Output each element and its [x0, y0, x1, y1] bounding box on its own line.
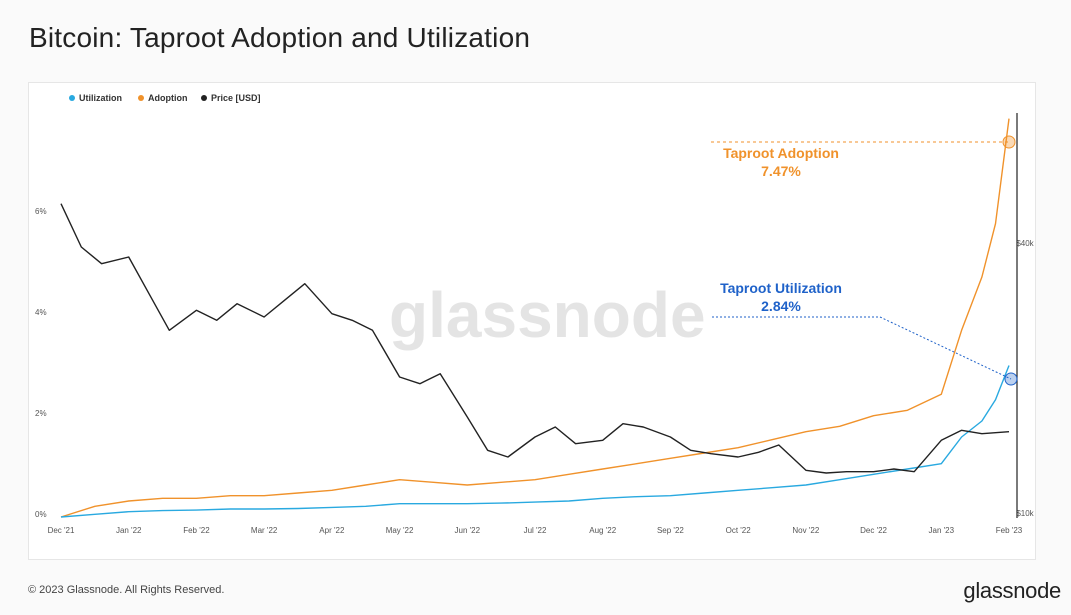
- x-tick-label: Jan '23: [929, 526, 955, 535]
- y-tick-6: 6%: [35, 207, 47, 216]
- legend-utilization-label[interactable]: Utilization: [79, 93, 122, 103]
- series-line-utilization[interactable]: [60, 365, 1010, 518]
- annotation-utilization: Taproot Utilization 2.84%: [712, 280, 1018, 386]
- y-tick-4: 4%: [35, 308, 47, 317]
- annotation-utilization-leader-2: [879, 316, 1012, 380]
- x-tick-label: Sep '22: [657, 526, 684, 535]
- x-axis: Dec '21 Jan '22 Feb '22 Mar '22 Apr '22 May '…: [48, 526, 1023, 535]
- series-line-adoption[interactable]: [60, 118, 1010, 518]
- y-right-tick-10k: $10k: [1016, 509, 1034, 518]
- x-tick-label: Jun '22: [455, 526, 481, 535]
- legend-adoption-label[interactable]: Adoption: [148, 93, 188, 103]
- copyright-footer: © 2023 Glassnode. All Rights Reserved.: [28, 584, 225, 596]
- legend-price-label[interactable]: Price [USD]: [211, 93, 261, 103]
- series-line-price-usd[interactable]: [60, 203, 1010, 474]
- page-title: Bitcoin: Taproot Adoption and Utilizatio…: [29, 22, 531, 53]
- annotation-utilization-marker: [1004, 372, 1018, 386]
- legend-adoption-dot: [138, 95, 144, 101]
- x-tick-label: Oct '22: [726, 526, 752, 535]
- y-tick-2: 2%: [35, 409, 47, 418]
- x-tick-label: Dec '21: [48, 526, 75, 535]
- y-axis-left: 0% 2% 4% 6%: [35, 207, 47, 519]
- x-tick-label: May '22: [386, 526, 414, 535]
- x-tick-label: Aug '22: [589, 526, 616, 535]
- watermark-text: glassnode: [389, 279, 706, 351]
- x-tick-label: Nov '22: [792, 526, 819, 535]
- annotation-utilization-label: Taproot Utilization: [720, 280, 842, 296]
- y-axis-right: $10k $40k: [1016, 239, 1034, 518]
- y-tick-0: 0%: [35, 510, 47, 519]
- annotation-adoption: Taproot Adoption 7.47%: [711, 135, 1016, 179]
- y-right-tick-40k: $40k: [1016, 239, 1034, 248]
- x-tick-label: Apr '22: [319, 526, 345, 535]
- chart-svg[interactable]: glassnode Utilization Adoption Price [US…: [29, 83, 1035, 559]
- annotation-utilization-value: 2.84%: [761, 298, 801, 314]
- x-tick-label: Jul '22: [524, 526, 547, 535]
- x-tick-label: Mar '22: [251, 526, 278, 535]
- chart-panel: glassnode Utilization Adoption Price [US…: [28, 82, 1036, 560]
- annotation-adoption-value: 7.47%: [761, 163, 801, 179]
- x-tick-label: Feb '23: [996, 526, 1023, 535]
- brand-logo: glassnode: [963, 578, 1061, 603]
- legend-utilization-dot: [69, 95, 75, 101]
- series-group: [60, 118, 1010, 518]
- x-tick-label: Feb '22: [183, 526, 210, 535]
- annotation-adoption-label: Taproot Adoption: [723, 145, 839, 161]
- legend: Utilization Adoption Price [USD]: [69, 93, 261, 103]
- x-tick-label: Dec '22: [860, 526, 887, 535]
- annotation-adoption-marker: [1002, 135, 1016, 149]
- legend-price-dot: [201, 95, 207, 101]
- x-tick-label: Jan '22: [116, 526, 142, 535]
